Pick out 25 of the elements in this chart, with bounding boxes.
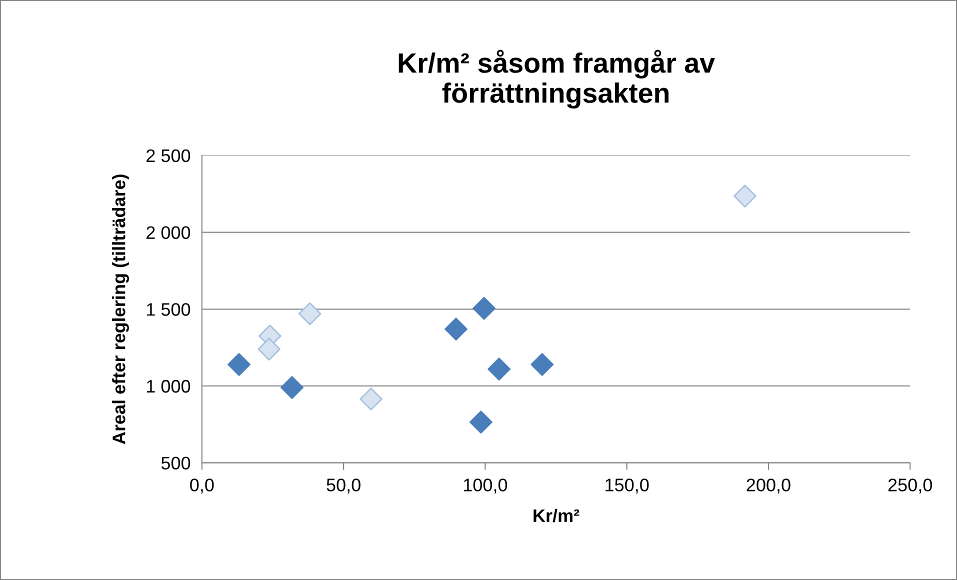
point xyxy=(228,353,250,376)
y-tick-label: 1 500 xyxy=(147,303,190,316)
point xyxy=(488,358,511,381)
point xyxy=(472,296,496,320)
x-tick-label: 100,0 xyxy=(464,478,508,494)
x-tick-label: 50,0 xyxy=(326,478,360,494)
point xyxy=(469,410,492,434)
y-axis-title: Areal efter reglering (tillträdare) xyxy=(112,174,129,444)
x-axis-title: Kr/m² xyxy=(534,508,580,522)
point xyxy=(298,302,322,326)
point xyxy=(280,376,304,399)
point xyxy=(444,318,468,341)
point xyxy=(360,388,382,411)
x-tick-label: 250,0 xyxy=(888,478,932,494)
y-tick-label: 1 000 xyxy=(147,380,190,393)
y-tick-label: 500 xyxy=(161,456,190,470)
point xyxy=(258,338,281,361)
x-tick-label: 200,0 xyxy=(746,478,790,494)
x-tick-label: 150,0 xyxy=(606,478,649,494)
point xyxy=(734,184,756,208)
y-tick-label: 2 500 xyxy=(146,149,190,162)
y-tick-label: 2 000 xyxy=(146,226,190,240)
point xyxy=(530,353,554,376)
chart-title: Kr/m² såsom framgår av förrättningsakten xyxy=(398,50,715,109)
x-tick-label: 0,0 xyxy=(190,478,214,494)
